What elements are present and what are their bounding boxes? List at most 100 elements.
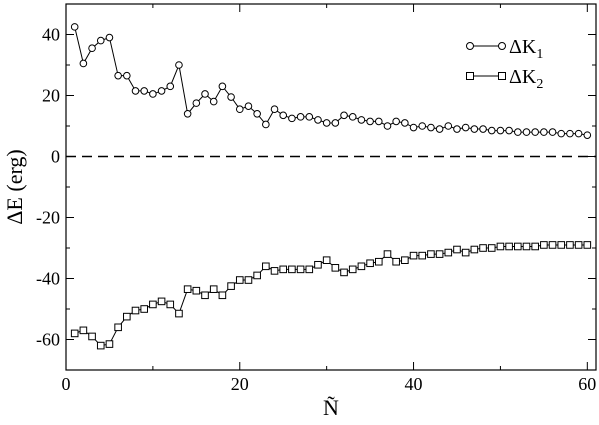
data-point-circle bbox=[140, 87, 148, 95]
data-point-square bbox=[427, 250, 435, 258]
data-point-circle bbox=[340, 111, 348, 120]
data-point-circle bbox=[357, 116, 366, 124]
data-point-circle bbox=[574, 129, 583, 138]
data-point-circle bbox=[453, 125, 461, 133]
data-point-circle bbox=[218, 82, 227, 91]
data-point-square bbox=[288, 265, 296, 274]
y-tick-label: 0 bbox=[51, 147, 60, 167]
data-point-square bbox=[401, 256, 409, 264]
data-point-circle bbox=[88, 44, 96, 53]
data-point-square bbox=[548, 241, 557, 249]
series-1 bbox=[70, 23, 592, 139]
y-axis-title: ΔE (erg) bbox=[2, 149, 27, 224]
data-point-square bbox=[114, 323, 122, 332]
data-point-circle bbox=[383, 122, 392, 130]
legend-marker-square bbox=[498, 72, 506, 80]
data-point-square bbox=[514, 242, 522, 251]
data-point-circle bbox=[105, 33, 114, 42]
data-point-square bbox=[487, 244, 496, 252]
legend-label-main: ΔK bbox=[509, 36, 537, 58]
data-point-circle bbox=[235, 105, 244, 114]
data-point-circle bbox=[331, 119, 340, 127]
data-point-square bbox=[574, 241, 583, 249]
data-point-square bbox=[149, 300, 157, 309]
data-point-square bbox=[183, 285, 192, 293]
legend-label-subscript: 2 bbox=[536, 77, 543, 92]
data-point-square bbox=[418, 251, 427, 260]
data-point-square bbox=[583, 241, 592, 249]
data-point-square bbox=[557, 241, 566, 249]
legend-label-subscript: 1 bbox=[536, 47, 543, 62]
data-point-circle bbox=[374, 117, 383, 126]
data-point-square bbox=[357, 262, 366, 271]
data-point-square bbox=[305, 265, 314, 274]
data-point-circle bbox=[279, 111, 288, 120]
data-point-circle bbox=[149, 90, 157, 98]
data-point-circle bbox=[296, 113, 305, 121]
legend-marker-circle bbox=[498, 42, 506, 50]
data-point-square bbox=[496, 242, 505, 251]
data-point-circle bbox=[96, 36, 105, 45]
data-point-circle bbox=[114, 71, 122, 80]
data-point-circle bbox=[322, 119, 331, 127]
legend-marker-square bbox=[466, 72, 474, 80]
x-axis-title: Ñ bbox=[323, 395, 339, 420]
data-point-circle bbox=[166, 82, 175, 91]
data-point-square bbox=[540, 241, 548, 249]
data-point-square bbox=[105, 340, 114, 348]
data-point-square bbox=[123, 312, 131, 321]
data-point-circle bbox=[201, 90, 209, 98]
data-point-square bbox=[166, 300, 175, 309]
data-point-square bbox=[244, 276, 253, 284]
data-point-circle bbox=[522, 128, 531, 136]
data-point-circle bbox=[348, 113, 357, 121]
legend-label-main: ΔK bbox=[509, 66, 537, 88]
data-point-circle bbox=[557, 129, 566, 138]
data-point-square bbox=[270, 267, 279, 275]
data-point-circle bbox=[270, 105, 279, 114]
data-point-square bbox=[522, 242, 531, 251]
data-point-circle bbox=[262, 120, 270, 129]
data-point-circle bbox=[418, 122, 427, 130]
data-point-circle bbox=[505, 126, 513, 135]
legend-item-series-1: ΔK1 bbox=[466, 36, 543, 62]
data-point-square bbox=[331, 264, 340, 272]
series-2-line bbox=[74, 244, 588, 347]
data-point-square bbox=[374, 257, 383, 266]
x-tick-label: 60 bbox=[578, 374, 596, 394]
data-point-square bbox=[340, 268, 348, 277]
data-point-square bbox=[531, 242, 539, 251]
data-point-square bbox=[296, 265, 305, 274]
data-point-circle bbox=[540, 128, 548, 136]
legend-item-series-2: ΔK2 bbox=[466, 66, 543, 92]
data-point-circle bbox=[157, 87, 166, 95]
data-point-circle bbox=[427, 123, 435, 132]
data-point-square bbox=[192, 286, 201, 295]
series-layer bbox=[70, 23, 592, 350]
data-point-square bbox=[348, 265, 357, 274]
data-point-circle bbox=[470, 125, 479, 133]
data-point-square bbox=[505, 242, 513, 251]
data-point-square bbox=[479, 244, 487, 252]
data-point-circle bbox=[288, 114, 296, 123]
data-point-square bbox=[444, 248, 453, 257]
data-point-square bbox=[88, 332, 96, 341]
ticks-layer: 0 20 40 60 -60 -40 -20 0 20 40 bbox=[36, 3, 596, 394]
data-point-square bbox=[157, 297, 166, 306]
data-point-circle bbox=[244, 102, 253, 110]
y-tick-label: -20 bbox=[36, 208, 60, 228]
data-point-square bbox=[314, 260, 322, 269]
data-point-circle bbox=[531, 128, 539, 136]
data-point-square bbox=[235, 276, 244, 284]
data-point-square bbox=[566, 241, 574, 249]
data-point-circle bbox=[409, 123, 418, 132]
data-point-circle bbox=[566, 129, 574, 138]
data-point-square bbox=[175, 309, 183, 318]
data-point-circle bbox=[435, 125, 444, 133]
data-point-circle bbox=[183, 110, 192, 118]
data-point-circle bbox=[548, 128, 557, 136]
data-point-square bbox=[366, 259, 374, 268]
data-point-circle bbox=[192, 99, 201, 107]
legend-marker-circle bbox=[466, 42, 474, 50]
data-point-square bbox=[322, 256, 331, 264]
